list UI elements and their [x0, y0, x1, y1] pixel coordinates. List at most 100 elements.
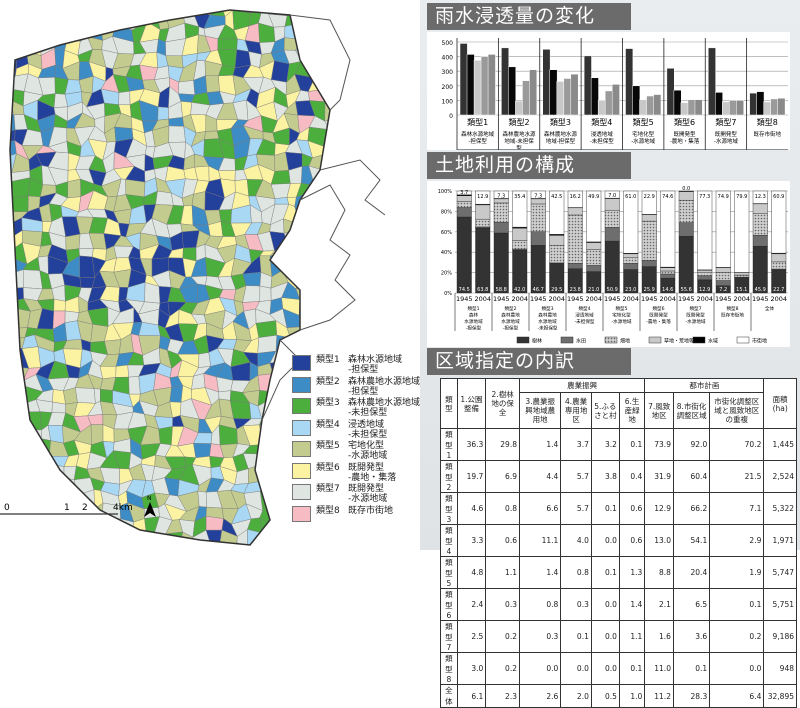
year-label: 1945 — [493, 295, 510, 303]
map-cell — [348, 297, 363, 313]
map-cell — [405, 334, 420, 349]
legend-swatch — [292, 377, 311, 393]
year-label: 1945 — [567, 295, 584, 303]
map-cell — [11, 428, 27, 442]
map-cell — [296, 340, 310, 347]
map-cell — [341, 119, 355, 134]
map-cell — [401, 194, 418, 208]
map-cell — [335, 530, 351, 545]
map-cell — [417, 298, 420, 316]
value-cell: 19.7 — [457, 461, 486, 493]
map-cell — [337, 35, 356, 53]
group-label: -未担保型 — [537, 325, 557, 332]
data-label: 21.0 — [588, 287, 599, 293]
map-cell — [256, 321, 277, 338]
data-label: 3.7 — [460, 190, 468, 196]
map-cell — [351, 530, 367, 546]
map-cell — [386, 269, 407, 286]
map-cell — [348, 51, 364, 66]
map-cell — [323, 144, 338, 158]
bar — [550, 70, 557, 115]
bar — [633, 86, 640, 115]
map-cell — [387, 23, 402, 39]
legend-label: 水田 — [576, 338, 586, 345]
stacked-segment — [642, 260, 657, 266]
data-label: 35.4 — [514, 194, 525, 200]
map-cell — [326, 247, 335, 260]
value-cell: 0.3 — [561, 589, 592, 621]
map-cell — [0, 26, 13, 43]
year-label: 1945 — [715, 295, 732, 303]
group-label: -水源地域 — [611, 318, 631, 325]
map-cell — [198, 491, 207, 507]
map-cell — [323, 339, 340, 351]
legend-type: 類型1 — [316, 355, 348, 365]
stacked-segment — [698, 273, 713, 276]
legend-desc: 森林農地水源地域 -未担保型 — [348, 398, 420, 418]
col-header: 面積(ha) — [764, 379, 797, 429]
bar — [488, 54, 495, 115]
group-label: 既開発型 — [686, 312, 705, 319]
map-cell — [126, 535, 146, 547]
stacked-segment — [716, 272, 731, 280]
row-type-cell: 類型8 — [441, 653, 458, 685]
map-cell — [158, 107, 169, 120]
stacked-segment — [568, 215, 583, 263]
bar — [764, 102, 771, 115]
map-cell — [354, 15, 360, 27]
map-cell — [40, 483, 56, 496]
map-cell — [271, 439, 287, 459]
map-cell — [0, 362, 17, 381]
north-label: N — [147, 495, 152, 502]
map-cell — [258, 335, 277, 353]
map-cell — [0, 389, 15, 405]
bar — [757, 92, 764, 115]
row-type-cell: 類型1 — [441, 429, 458, 461]
stacked-segment — [679, 236, 694, 293]
bar — [481, 57, 488, 115]
data-label: 7.3 — [497, 193, 505, 199]
map-cell — [335, 0, 354, 15]
bar — [729, 100, 736, 115]
map-cell — [10, 23, 28, 43]
map-cell — [10, 39, 28, 55]
value-cell: 3.2 — [591, 429, 619, 461]
map-cell — [259, 454, 277, 471]
map-cell — [363, 257, 378, 278]
map-cell — [25, 534, 36, 549]
map-cell — [337, 53, 354, 66]
year-label: 1945 — [604, 295, 621, 303]
col-header: 類型 — [441, 379, 458, 429]
group-label: -未担保型 — [574, 318, 594, 325]
stacked-segment — [753, 235, 768, 246]
map-cell — [402, 23, 416, 37]
group-label: 水源地域 — [464, 318, 483, 325]
map-cell — [270, 517, 288, 535]
category-desc: 森林農地水源 — [503, 130, 537, 138]
map-cell — [299, 298, 315, 315]
map-cell — [154, 534, 171, 547]
map-cell — [360, 11, 382, 26]
value-cell: 1,445 — [764, 429, 797, 461]
map-cell — [272, 471, 286, 480]
bar — [557, 81, 564, 115]
value-cell: 1.9 — [710, 557, 764, 589]
stacked-segment — [494, 203, 509, 222]
map-cell — [349, 139, 365, 160]
map-cell — [61, 533, 81, 549]
map-cell — [100, 0, 119, 13]
map-cell — [374, 24, 393, 38]
stacked-segment — [698, 276, 713, 280]
map-cell — [355, 222, 364, 235]
col-header: 1.公園整備 — [457, 379, 486, 429]
map-cell — [143, 0, 156, 14]
map-cell — [418, 311, 420, 324]
map-cell — [348, 312, 363, 328]
map-cell — [392, 299, 406, 310]
map-cell — [93, 521, 102, 537]
map-cell — [362, 325, 379, 342]
value-cell: 36.3 — [457, 429, 486, 461]
